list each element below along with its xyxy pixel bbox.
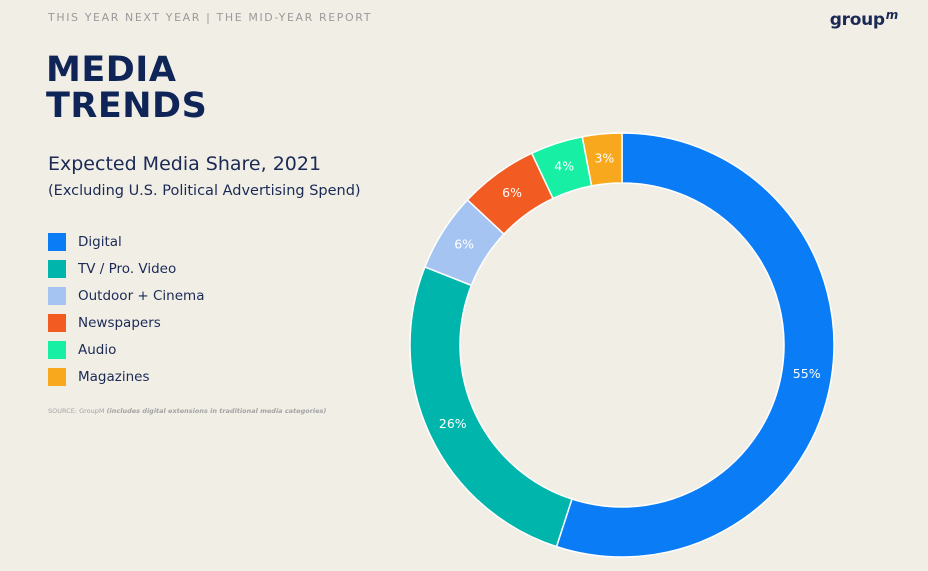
legend-label: Newspapers [78, 314, 161, 331]
report-eyebrow: THIS YEAR NEXT YEAR | THE MID-YEAR REPOR… [48, 11, 373, 24]
donut-slice [581, 132, 623, 187]
headline-line-2: TRENDS [46, 86, 208, 126]
logo-text: group [829, 10, 885, 30]
source-note: SOURCE: GroupM (includes digital extensi… [48, 407, 326, 415]
donut-slice [409, 265, 573, 548]
headline-line-1: MEDIA [46, 50, 177, 90]
logo-superscript: m [885, 8, 899, 22]
chart-title: Expected Media Share, 2021 [48, 153, 322, 175]
legend-label: Audio [78, 341, 117, 358]
legend-item: Audio [48, 336, 204, 363]
legend-label: Digital [78, 233, 122, 250]
donut-slice [555, 132, 835, 558]
legend-label: Magazines [78, 368, 150, 385]
slice-value-label: 6% [502, 185, 522, 200]
chart-legend: Digital TV / Pro. Video Outdoor + Cinema Ne… [48, 228, 204, 390]
legend-item: Newspapers [48, 309, 204, 336]
source-note-detail: (includes digital extensions in traditio… [106, 407, 327, 415]
source-prefix: SOURCE: GroupM [48, 407, 107, 415]
legend-swatch [48, 313, 66, 332]
legend-swatch [48, 286, 66, 305]
legend-item: Magazines [48, 363, 204, 390]
slice-value-label: 26% [439, 416, 467, 431]
legend-item: Outdoor + Cinema [48, 282, 204, 309]
legend-swatch [48, 259, 66, 278]
slice-value-label: 3% [594, 150, 614, 165]
legend-swatch [48, 232, 66, 251]
slice-value-label: 55% [793, 366, 821, 381]
legend-swatch [48, 367, 66, 386]
legend-label: TV / Pro. Video [78, 260, 177, 277]
page-headline: MEDIA TRENDS [46, 52, 207, 124]
chart-subtitle: (Excluding U.S. Political Advertising Sp… [48, 183, 361, 199]
legend-swatch [48, 340, 66, 359]
slice-value-label: 4% [554, 159, 574, 174]
legend-item: TV / Pro. Video [48, 255, 204, 282]
legend-item: Digital [48, 228, 204, 255]
groupm-logo: groupm [829, 8, 899, 30]
slice-value-label: 6% [454, 236, 474, 251]
legend-label: Outdoor + Cinema [78, 287, 205, 304]
